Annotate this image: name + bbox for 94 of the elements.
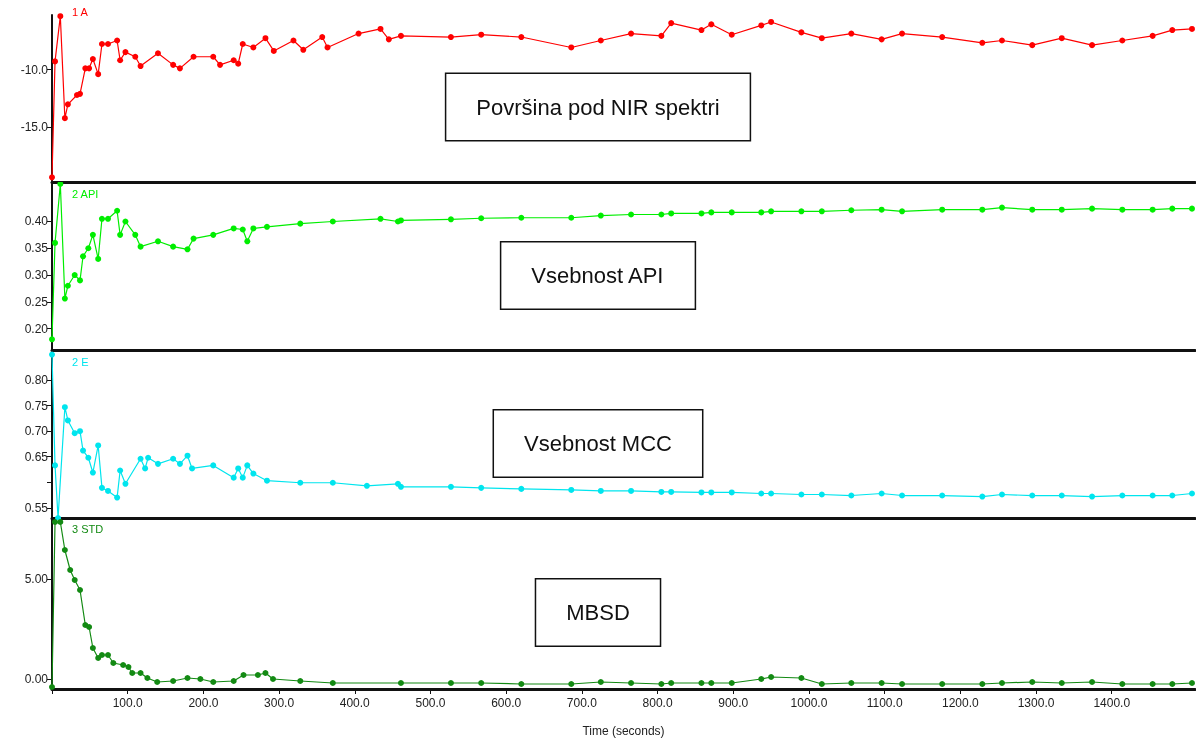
point [758,676,765,682]
point [1089,679,1096,685]
point [105,652,112,658]
point [77,587,84,593]
series-label: 1 A [72,6,89,18]
annotation: Površina pod NIR spektri [476,94,720,120]
x-tick-label: 300.0 [264,696,295,710]
y-tick-label: 0.70 [24,424,49,439]
y-tick-label: 0.40 [24,214,49,229]
y-tick-label: -10.0 [20,62,49,77]
point [125,664,132,670]
point [1169,681,1176,687]
point [397,680,404,686]
y-tick-label: 0.30 [24,268,49,283]
point [89,645,96,651]
point [67,567,74,573]
point [668,680,675,686]
x-tick-label: 700.0 [566,696,598,710]
point [197,676,204,682]
y-tick-label: 0.75 [24,398,49,413]
annotation: Vsebnost MCC [524,431,673,456]
point [240,672,247,678]
y-tick-label: 0.55 [24,500,49,515]
point [86,624,93,630]
point [52,519,59,525]
point [628,680,635,686]
point [1149,681,1156,687]
point [129,670,136,676]
point [899,681,906,687]
y-tick-label: 0.35 [24,241,49,256]
point [1058,680,1065,686]
point [998,680,1005,686]
point [262,670,269,676]
annotation: Vsebnost API [531,263,664,288]
point [698,680,705,686]
point [297,678,304,684]
series-label: 3 STD [72,523,104,535]
point [137,670,144,676]
point [478,680,485,686]
point [798,675,805,681]
point [658,681,665,687]
point [144,675,151,681]
annotation: MBSD [566,600,630,625]
x-tick-label: 1100.0 [866,696,903,710]
x-tick-label: 1000.0 [790,696,828,710]
point [1029,679,1036,685]
x-tick-label: 500.0 [415,696,446,710]
y-tick-label: 0.65 [24,449,49,464]
series-label: 2 API [72,188,99,200]
point [447,680,454,686]
y-tick-label: 0.00 [24,672,49,686]
point [210,679,217,685]
x-tick-label: 800.0 [642,696,673,710]
point [120,662,127,668]
point [518,681,525,687]
point [254,672,261,678]
y-tick-label: -15.0 [20,120,49,135]
y-tick-label: 0.20 [24,321,49,336]
y-tick-label: 0.80 [24,373,49,388]
x-tick-label: 600.0 [491,696,522,710]
point [154,679,161,685]
x-tick-label: 1300.0 [1017,696,1055,710]
point [818,681,825,687]
y-tick-label: 5.00 [24,572,49,586]
point [329,680,336,686]
x-tick-label: 1400.0 [1093,696,1131,710]
point [979,681,986,687]
point [1188,680,1195,686]
x-axis-title: Time (seconds) [582,724,665,738]
point [230,678,237,684]
y-tick-label: 0.25 [24,294,49,309]
point [184,675,191,681]
point [878,680,885,686]
x-tick-label: 900.0 [718,696,749,710]
point [568,681,575,687]
point [597,679,604,685]
point [110,660,117,666]
point [270,676,277,682]
x-tick-label: 100.0 [112,696,144,710]
point [61,547,68,553]
point [768,674,775,680]
series-label: 2 E [72,356,89,368]
point [49,684,55,690]
point [708,680,715,686]
point [728,680,735,686]
point [1119,681,1126,687]
point [71,577,78,583]
x-tick-label: 1200.0 [941,696,980,710]
point [170,678,177,684]
x-tick-label: 400.0 [339,696,371,710]
point [848,680,855,686]
point [57,519,64,525]
x-tick-label: 200.0 [188,696,219,710]
point [939,681,946,687]
